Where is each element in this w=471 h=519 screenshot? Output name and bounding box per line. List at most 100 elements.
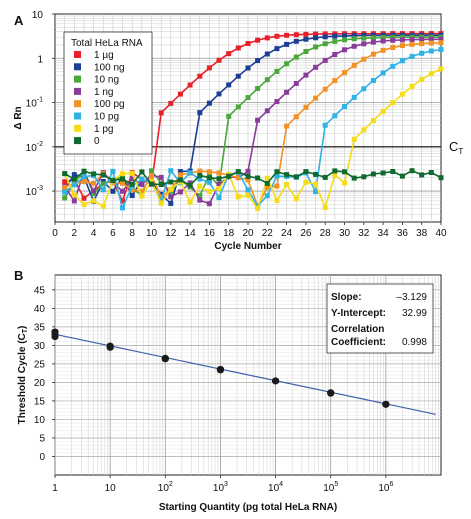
- series-point: [226, 113, 232, 119]
- series-point: [399, 43, 405, 49]
- series-point: [255, 175, 261, 181]
- series-point: [158, 110, 164, 116]
- series-point: [322, 57, 328, 63]
- series-point: [216, 57, 222, 63]
- series-point: [409, 53, 415, 59]
- series-point: [62, 195, 68, 201]
- legend-label: 1 µg: [94, 50, 114, 61]
- series-point: [342, 169, 347, 175]
- legend-label: 100 pg: [94, 99, 125, 110]
- series-point: [255, 117, 261, 123]
- legend-label: 100 ng: [94, 62, 125, 73]
- series-point: [226, 82, 232, 88]
- panel-a-y-axis-label: Δ Rn: [13, 106, 24, 129]
- series-point: [264, 108, 270, 114]
- series-point: [139, 169, 145, 175]
- series-point: [235, 73, 241, 79]
- series-point: [177, 172, 183, 178]
- series-point: [313, 171, 319, 177]
- series-point: [303, 31, 309, 37]
- stats-box: [326, 283, 434, 354]
- series-point: [255, 203, 261, 209]
- series-point: [206, 179, 212, 185]
- series-line: [64, 48, 442, 211]
- series-point: [197, 197, 203, 203]
- panel-b-x-ticks: 1 10 102 103 104 105 106: [52, 475, 393, 494]
- series-point: [129, 193, 135, 198]
- series-point: [351, 62, 357, 68]
- series-7: [62, 168, 444, 188]
- series-point: [177, 189, 183, 195]
- y-tick-label: 40: [34, 304, 46, 315]
- legend-swatch: [74, 63, 81, 71]
- series-point: [120, 205, 125, 211]
- panel-b-y-label-main: Threshold Cycle (C: [17, 333, 28, 424]
- panel-b-letter: B: [14, 268, 23, 283]
- y-tick-label: 10-2: [26, 141, 43, 154]
- x-tick-label: 12: [165, 228, 177, 239]
- series-point: [342, 70, 347, 76]
- series-point: [274, 33, 280, 39]
- x-tick-label-exp: 3: [224, 481, 228, 488]
- x-tick-label-base: 1: [52, 483, 58, 494]
- series-line: [64, 36, 441, 199]
- series-point: [158, 174, 164, 180]
- series-point: [264, 77, 270, 83]
- series-point: [284, 89, 290, 95]
- correlation-label-1: Correlation: [331, 324, 384, 335]
- series-point: [71, 176, 77, 182]
- series-point: [197, 176, 203, 182]
- series-point: [399, 58, 405, 64]
- series-point: [129, 170, 135, 176]
- y-tick-label-exp: -3: [37, 185, 43, 192]
- panel-b-y-label-sub: T: [22, 328, 29, 333]
- series-point: [62, 171, 68, 177]
- series-point: [245, 41, 251, 46]
- series-point: [332, 172, 338, 178]
- series-point: [120, 180, 125, 186]
- series-point: [274, 99, 280, 104]
- series-point: [91, 171, 97, 177]
- panel-a-letter: A: [14, 13, 24, 28]
- series-point: [120, 176, 125, 182]
- series-point: [91, 188, 97, 194]
- series-point: [139, 188, 145, 194]
- series-point: [264, 180, 270, 186]
- series-point: [91, 191, 97, 197]
- y-tick-label: 1: [37, 54, 43, 65]
- series-point: [293, 81, 299, 86]
- series-point: [149, 168, 154, 174]
- series-line: [64, 169, 442, 187]
- series-point: [399, 34, 405, 40]
- series-point: [197, 73, 203, 79]
- threshold-label: CT: [449, 139, 463, 156]
- series-point: [370, 78, 376, 83]
- series-point: [245, 95, 251, 101]
- series-point: [158, 194, 164, 200]
- series-point: [168, 200, 174, 206]
- series-point: [361, 86, 367, 92]
- series-point: [245, 187, 251, 193]
- series-point: [71, 182, 77, 188]
- series-point: [428, 170, 434, 175]
- series-point: [168, 179, 174, 185]
- series-point: [438, 47, 444, 52]
- data-point: [51, 333, 59, 341]
- series-point: [399, 173, 405, 179]
- series-point: [245, 65, 251, 71]
- y-tick-label: 25: [34, 359, 46, 370]
- series-point: [206, 169, 212, 175]
- series-point: [197, 172, 203, 178]
- panel-a-amplification-plot: A CT 0 2 4 6 8 10 12 14 16 18 20 22 24 26 28 30 32 34 36 38…: [13, 10, 463, 252]
- series-point: [197, 183, 203, 189]
- series-point: [284, 172, 290, 178]
- series-point: [380, 35, 386, 40]
- series-point: [399, 37, 405, 43]
- series-point: [293, 114, 299, 120]
- legend-label: 10 pg: [94, 112, 119, 123]
- y-tick-label: 5: [39, 433, 45, 444]
- series-point: [332, 33, 338, 39]
- series-point: [303, 104, 309, 110]
- legend-swatch: [74, 75, 81, 83]
- series-point: [399, 91, 405, 97]
